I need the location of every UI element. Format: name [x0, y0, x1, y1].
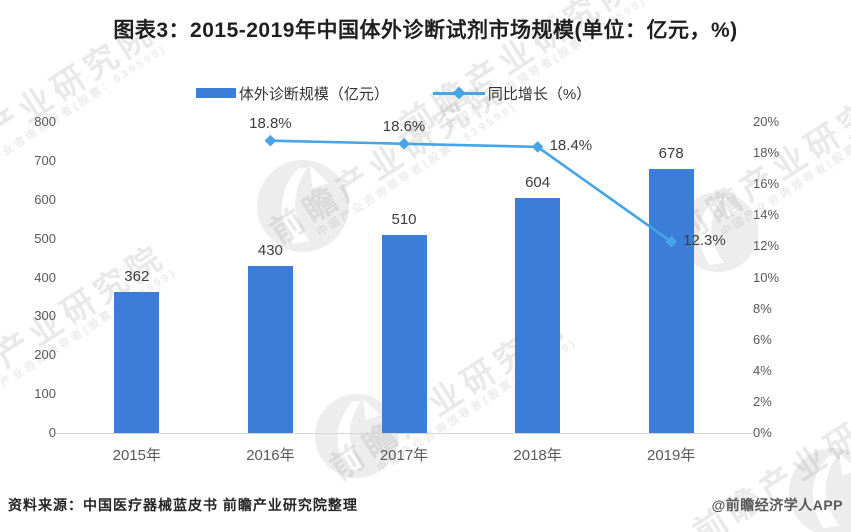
legend-line-label: 同比增长（%） [487, 85, 592, 103]
y-axis-left-tick: 0 [48, 425, 56, 440]
legend-item-bar: 体外诊断规模（亿元） [195, 83, 389, 104]
y-axis-right-tick: 16% [753, 176, 780, 192]
y-axis-right-tick: 14% [753, 207, 780, 223]
y-axis-left-tick: 200 [34, 347, 56, 363]
y-axis-right-tick: 6% [753, 331, 772, 347]
y-axis-left-tick: 100 [34, 386, 56, 402]
line-value-label: 12.3% [683, 231, 726, 249]
y-axis-right-tick: 0% [753, 425, 772, 440]
x-axis-line [56, 433, 753, 434]
bar-value-label: 362 [124, 268, 150, 286]
y-axis-left-tick: 800 [34, 114, 56, 129]
x-axis-label: 2017年 [379, 447, 429, 464]
bar-value-label: 510 [391, 210, 417, 228]
x-axis-label: 2016年 [246, 447, 295, 464]
y-axis-left-tick: 700 [34, 152, 56, 168]
x-axis-label: 2019年 [647, 447, 696, 464]
x-axis-label: 2015年 [112, 447, 161, 464]
legend: 体外诊断规模（亿元） 同比增长（%） [56, 83, 731, 103]
bar-2018年 [515, 198, 561, 433]
bar-2017年 [381, 234, 427, 433]
line-value-label: 18.6% [382, 117, 426, 135]
bar-value-label: 604 [525, 174, 551, 192]
line-value-label: 18.8% [249, 114, 292, 132]
x-axis-label: 2018年 [513, 447, 562, 464]
line-point-marker-icon [531, 141, 544, 153]
bar-2016年 [247, 265, 293, 433]
line-value-label: 18.4% [549, 136, 593, 154]
source-note: 资料来源：中国医疗器械蓝皮书 前瞻产业研究院整理 [8, 497, 358, 513]
legend-line-swatch-icon [432, 86, 485, 100]
y-axis-right-tick: 20% [753, 114, 780, 129]
y-axis-left-tick: 300 [34, 308, 56, 324]
y-axis-right-tick: 18% [753, 145, 780, 161]
bar-value-label: 678 [658, 145, 684, 163]
y-axis-right-tick: 8% [753, 300, 772, 316]
credit-note: @前瞻经济学人APP [711, 497, 843, 513]
line-point-marker-icon [264, 134, 277, 147]
y-axis-right-tick: 4% [753, 362, 772, 378]
legend-bar-label: 体外诊断规模（亿元） [238, 85, 389, 103]
y-axis-left-tick: 400 [34, 269, 56, 285]
y-axis-right-tick: 12% [753, 238, 780, 254]
y-axis-left-tick: 500 [34, 230, 56, 246]
bar-value-label: 430 [257, 241, 283, 259]
diamond-marker-icon [452, 86, 466, 100]
legend-bar-swatch-icon [195, 88, 236, 98]
y-axis-right-tick: 2% [753, 393, 772, 409]
bar-2015年 [114, 292, 160, 433]
y-axis-left-tick: 600 [34, 191, 56, 207]
legend-item-line: 同比增长（%） [432, 83, 592, 104]
bar-2019年 [648, 169, 694, 433]
y-axis-right-tick: 10% [753, 269, 780, 285]
line-point-marker-icon [398, 137, 410, 150]
chart-title: 图表3：2015-2019年中国体外诊断试剂市场规模(单位：亿元，%) [113, 19, 738, 42]
